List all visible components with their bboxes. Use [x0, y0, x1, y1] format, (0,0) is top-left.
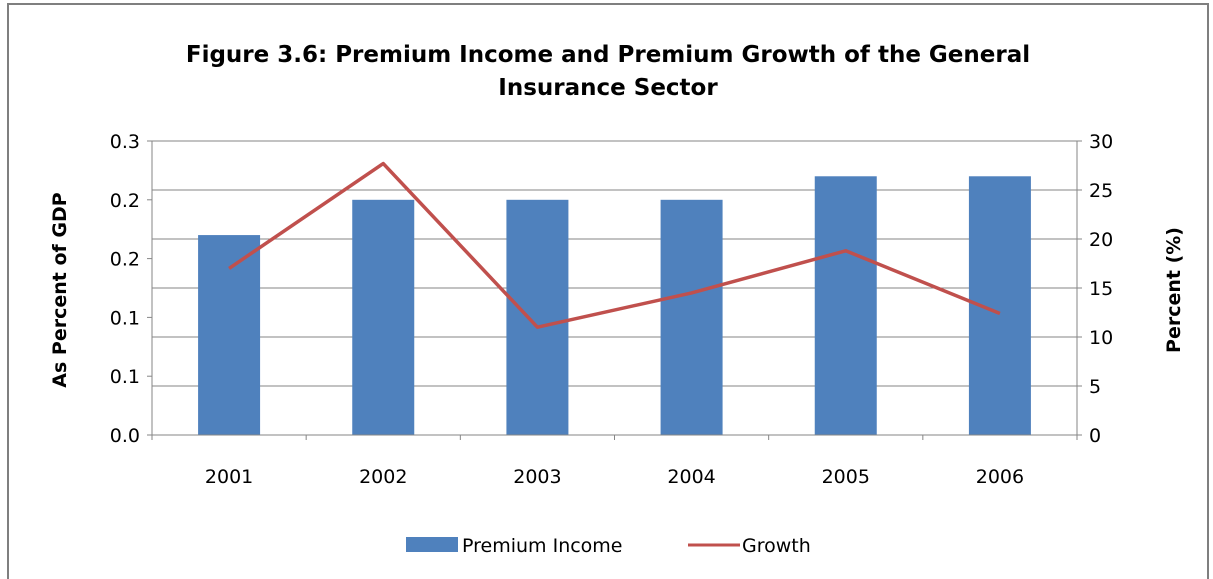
x-tick-label-2006: 2006 — [976, 466, 1024, 488]
tick-labels: 0.0 0.1 0.1 0.2 0.2 0.3 0 5 10 15 20 25 30 2001 2002 20… — [110, 131, 1113, 488]
y-left-axis-title: As Percent of GDP — [49, 192, 71, 387]
x-tick-label-2003: 2003 — [513, 466, 561, 488]
y-right-tick-label-5: 25 — [1089, 180, 1113, 202]
y-right-axis-title: Percent (%) — [1163, 227, 1185, 353]
x-tick-label-2002: 2002 — [359, 466, 407, 488]
chart-title-line-1: Figure 3.6: Premium Income and Premium G… — [186, 42, 1030, 68]
y-right-tick-label-1: 5 — [1089, 376, 1101, 398]
bar-2001 — [198, 235, 261, 435]
bar-2003 — [506, 199, 569, 435]
growth-line-layer — [228, 161, 1001, 329]
y-right-tick-label-3: 15 — [1089, 278, 1113, 300]
y-left-tick-label-0: 0.0 — [110, 425, 140, 447]
y-left-tick-label-5: 0.3 — [110, 131, 140, 153]
gridlines — [152, 140, 1077, 387]
x-tick-label-2001: 2001 — [205, 466, 253, 488]
y-left-tick-label-3: 0.2 — [110, 249, 140, 271]
bar-2002 — [352, 199, 415, 435]
x-tick-label-2005: 2005 — [822, 466, 870, 488]
premium-income-bars — [198, 176, 1031, 435]
bar-2004 — [660, 199, 723, 435]
y-right-tick-label-6: 30 — [1089, 131, 1113, 153]
legend-label-growth: Growth — [742, 535, 811, 557]
x-tick-label-2004: 2004 — [667, 466, 715, 488]
legend-label-premium-income: Premium Income — [462, 535, 623, 557]
legend: Premium Income Growth — [406, 535, 811, 557]
chart-title-line-2: Insurance Sector — [498, 75, 718, 101]
axes — [147, 140, 1082, 440]
y-right-tick-label-2: 10 — [1089, 327, 1113, 349]
y-left-tick-label-4: 0.2 — [110, 190, 140, 212]
bar-2005 — [814, 176, 877, 435]
growth-line — [228, 161, 1001, 329]
legend-swatch-premium-income — [406, 537, 458, 552]
y-right-tick-label-4: 20 — [1089, 229, 1113, 251]
y-left-tick-label-2: 0.1 — [110, 307, 140, 329]
y-right-tick-label-0: 0 — [1089, 425, 1101, 447]
y-left-tick-label-1: 0.1 — [110, 366, 140, 388]
